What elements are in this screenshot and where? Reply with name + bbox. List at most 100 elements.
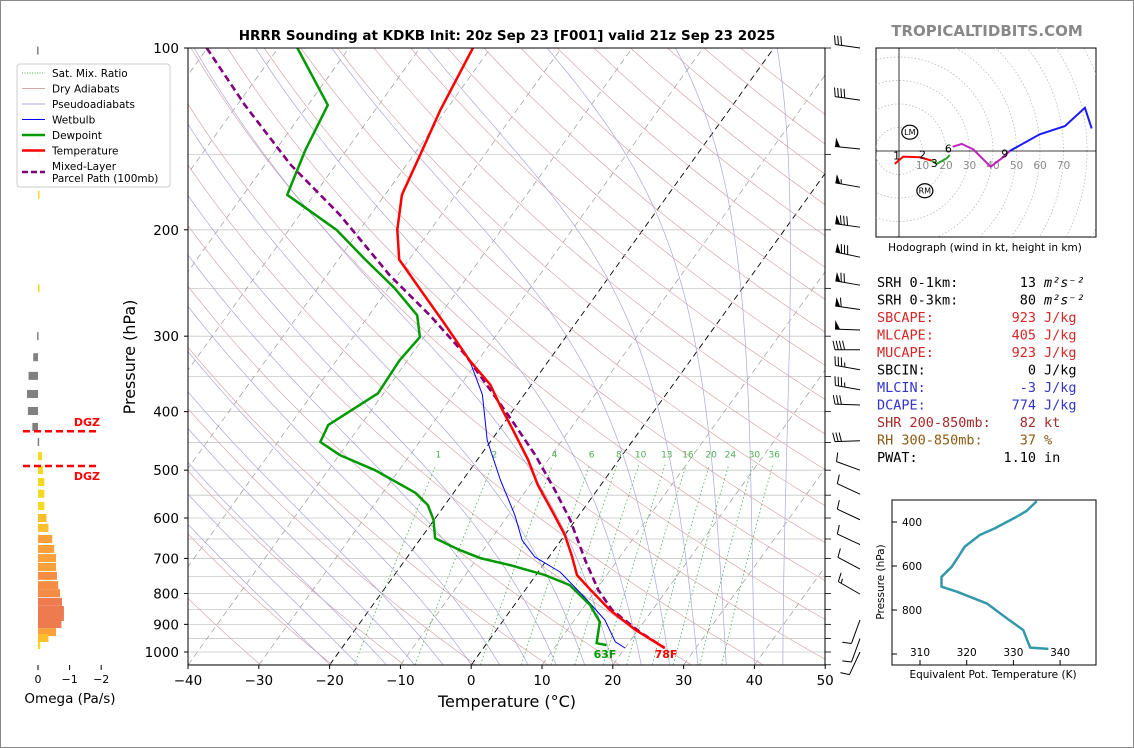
legend-label: Dry Adiabats — [52, 84, 120, 96]
omega-tick-label: 0 — [35, 673, 42, 686]
barb-feather — [838, 340, 842, 350]
barb-staff — [835, 96, 861, 101]
y-tick-label: 300 — [153, 329, 179, 345]
wind-barb — [835, 174, 861, 188]
barb-flag — [835, 297, 841, 307]
wind-barb — [835, 214, 861, 228]
mixing-ratio-label: 2 — [491, 450, 497, 460]
dry-adiabat — [188, 103, 825, 660]
omega-axis-label: Omega (Pa/s) — [24, 691, 115, 707]
wind-barb — [840, 651, 861, 676]
y-tick-label: 700 — [153, 551, 179, 567]
stat-label: SBCIN: — [877, 363, 926, 379]
wind-barb — [832, 394, 861, 406]
omega-bar — [38, 466, 44, 475]
barb-staff — [835, 44, 861, 49]
legend-item: Pseudoadiabats — [22, 99, 135, 111]
dry-adiabat — [447, 48, 825, 366]
y-tick-label: 200 — [153, 223, 179, 239]
moist-adiabat — [188, 305, 500, 665]
theta-e-line — [940, 500, 1049, 651]
y-tick-label: 400 — [153, 405, 179, 421]
stat-row: RH 300-850mb: 37% — [877, 433, 1052, 449]
barb-feather — [832, 340, 836, 350]
legend-item: Dry Adiabats — [22, 84, 120, 96]
theta-e-y-tick-label: 800 — [902, 605, 922, 617]
mixing-ratio-label: 1 — [435, 450, 441, 460]
omega-tick-label: −1 — [61, 673, 77, 686]
barb-feather — [837, 572, 842, 582]
omega-bar — [38, 571, 57, 580]
storm-motion-marker — [901, 124, 919, 140]
mixing-ratio-line — [721, 464, 774, 665]
wind-barbs — [832, 35, 861, 676]
barb-feather — [846, 216, 849, 226]
barb-feather — [842, 340, 846, 350]
dry-adiabat — [188, 597, 261, 665]
omega-bar — [38, 562, 57, 571]
theta-e-x-tick-label: 320 — [957, 647, 977, 659]
barb-feather — [839, 297, 842, 307]
wind-barb — [834, 35, 861, 49]
omega-bar — [38, 190, 40, 199]
moist-adiabat — [331, 48, 670, 665]
stat-value: 923 — [1012, 310, 1036, 326]
barb-feather — [838, 432, 842, 442]
barb-staff — [834, 403, 861, 406]
mixing-ratio-label: 4 — [552, 450, 558, 460]
hodograph-caption: Hodograph (wind in kt, height in km) — [888, 242, 1082, 254]
y-tick-label: 1000 — [145, 645, 179, 661]
barb-staff — [835, 364, 861, 371]
hodograph-height-label: 3 — [931, 157, 938, 170]
stat-unit: J/kg — [1044, 310, 1077, 326]
mixed-layer-parcel-path-mb-line — [205, 48, 666, 650]
dry-adiabat — [410, 48, 825, 400]
wind-barb — [834, 376, 861, 391]
omega-bar — [28, 371, 38, 380]
barb-staff — [838, 581, 861, 595]
wind-barb — [836, 474, 861, 495]
omega-bar — [38, 477, 45, 486]
wind-barb — [832, 432, 861, 443]
stat-value: 82 — [1020, 415, 1036, 431]
hodograph-ring-label: 60 — [1033, 160, 1046, 172]
barb-feather — [836, 500, 840, 510]
dry-adiabat — [188, 346, 548, 665]
x-tick-label: 40 — [746, 673, 763, 689]
stat-row: MUCAPE: 923 J/kg — [877, 345, 1077, 361]
hodograph-height-label: 9 — [1001, 147, 1008, 160]
omega-bar — [38, 581, 59, 590]
barb-feather — [832, 394, 836, 405]
stat-value: 405 — [1012, 328, 1036, 344]
dewpoint-line — [285, 48, 607, 647]
dry-adiabat — [188, 225, 692, 665]
wind-barb — [836, 500, 861, 521]
hodograph-frame — [875, 47, 1097, 238]
omega-tick-label: −2 — [93, 673, 109, 686]
mixing-ratio-label: 30 — [749, 450, 761, 460]
stat-label: PWAT: — [877, 450, 918, 466]
chart-title: HRRR Sounding at KDKB Init: 20z Sep 23 [… — [239, 28, 776, 44]
theta-e-frame — [891, 499, 1097, 666]
omega-bar — [38, 612, 64, 621]
legend-item: Dewpoint — [22, 130, 102, 142]
omega-bar — [38, 523, 49, 532]
surface-temperature-label: 78F — [655, 648, 678, 661]
barb-feather — [836, 474, 840, 484]
mixing-ratio-line — [574, 464, 640, 665]
mixing-ratio-line — [603, 464, 666, 665]
stat-unit: kt — [1044, 415, 1060, 431]
moist-adiabat — [188, 523, 330, 665]
stat-value: 80 — [1020, 293, 1036, 309]
omega-bar — [38, 633, 49, 642]
stat-value: -3 — [1020, 380, 1036, 396]
wind-barb — [834, 87, 861, 101]
wind-barb — [834, 320, 861, 331]
stat-label: SBCAPE: — [877, 310, 934, 326]
stat-unit: J/kg — [1044, 380, 1077, 396]
omega-bar — [38, 554, 57, 563]
legend-label: Parcel Path (100mb) — [52, 173, 158, 185]
theta-e-x-tick-label: 340 — [1050, 647, 1070, 659]
